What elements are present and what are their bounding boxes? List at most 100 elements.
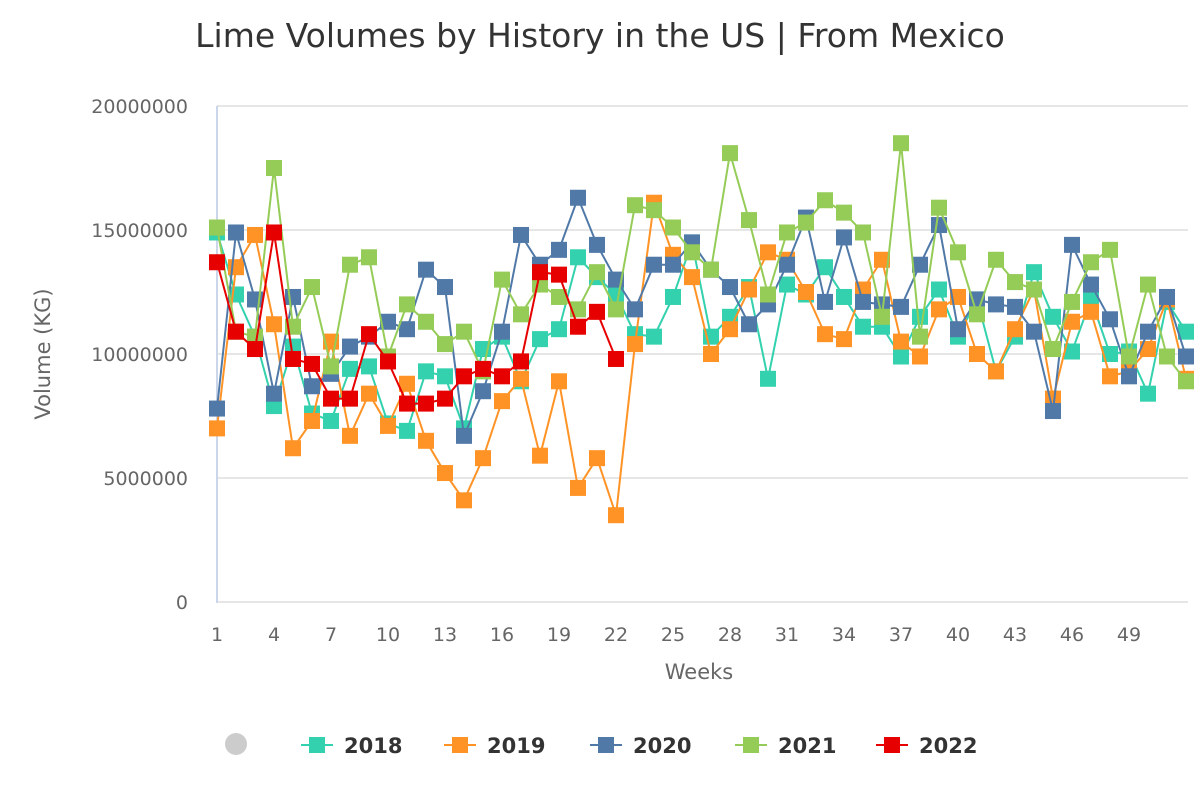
data-point[interactable] [361, 358, 377, 375]
data-point[interactable] [418, 261, 434, 278]
data-point[interactable] [741, 212, 757, 229]
data-point[interactable] [532, 331, 548, 348]
data-point[interactable] [266, 224, 282, 241]
data-point[interactable] [1140, 341, 1156, 358]
data-point[interactable] [779, 276, 795, 293]
data-point[interactable] [475, 450, 491, 467]
data-point[interactable] [779, 224, 795, 241]
data-point[interactable] [741, 281, 757, 298]
data-point[interactable] [969, 306, 985, 323]
data-point[interactable] [342, 256, 358, 273]
data-point[interactable] [874, 308, 890, 325]
data-point[interactable] [817, 192, 833, 209]
data-point[interactable] [912, 348, 928, 365]
data-point[interactable] [399, 321, 415, 338]
data-point[interactable] [931, 199, 947, 216]
data-point[interactable] [475, 383, 491, 400]
data-point[interactable] [437, 368, 453, 385]
data-point[interactable] [399, 375, 415, 392]
data-point[interactable] [1064, 236, 1080, 253]
data-point[interactable] [532, 264, 548, 281]
data-point[interactable] [1026, 264, 1042, 281]
data-point[interactable] [266, 385, 282, 402]
data-point[interactable] [1045, 341, 1061, 358]
data-point[interactable] [1026, 281, 1042, 298]
data-point[interactable] [855, 293, 871, 310]
data-point[interactable] [209, 420, 225, 437]
legend-item-2018[interactable]: 2018 [301, 734, 402, 758]
data-point[interactable] [608, 507, 624, 524]
data-point[interactable] [285, 338, 301, 355]
data-point[interactable] [1102, 368, 1118, 385]
data-point[interactable] [228, 259, 244, 276]
data-point[interactable] [950, 321, 966, 338]
data-point[interactable] [1140, 323, 1156, 340]
data-point[interactable] [931, 281, 947, 298]
data-point[interactable] [380, 313, 396, 330]
data-point[interactable] [1178, 323, 1194, 340]
data-point[interactable] [342, 390, 358, 407]
data-point[interactable] [1140, 385, 1156, 402]
data-point[interactable] [456, 368, 472, 385]
data-point[interactable] [494, 393, 510, 410]
legend-toggle-icon[interactable] [225, 733, 247, 755]
data-point[interactable] [608, 350, 624, 367]
data-point[interactable] [437, 336, 453, 353]
data-point[interactable] [437, 465, 453, 482]
data-point[interactable] [494, 368, 510, 385]
data-point[interactable] [760, 244, 776, 261]
data-point[interactable] [760, 286, 776, 303]
data-point[interactable] [627, 336, 643, 353]
data-point[interactable] [836, 229, 852, 246]
data-point[interactable] [912, 328, 928, 345]
data-point[interactable] [665, 256, 681, 273]
data-point[interactable] [893, 348, 909, 365]
data-point[interactable] [475, 360, 491, 377]
data-point[interactable] [817, 293, 833, 310]
legend-item-2020[interactable]: 2020 [590, 734, 691, 758]
data-point[interactable] [1007, 321, 1023, 338]
data-point[interactable] [380, 417, 396, 434]
data-point[interactable] [551, 321, 567, 338]
data-point[interactable] [703, 261, 719, 278]
data-point[interactable] [304, 355, 320, 372]
data-point[interactable] [646, 256, 662, 273]
data-point[interactable] [1064, 343, 1080, 360]
data-point[interactable] [418, 395, 434, 412]
data-point[interactable] [1083, 303, 1099, 320]
data-point[interactable] [399, 395, 415, 412]
data-point[interactable] [551, 288, 567, 305]
data-point[interactable] [551, 241, 567, 258]
data-point[interactable] [456, 323, 472, 340]
data-point[interactable] [855, 224, 871, 241]
data-point[interactable] [722, 145, 738, 162]
data-point[interactable] [1102, 346, 1118, 362]
data-point[interactable] [323, 358, 339, 375]
data-point[interactable] [665, 288, 681, 305]
data-point[interactable] [1178, 373, 1194, 390]
data-point[interactable] [551, 373, 567, 390]
data-point[interactable] [1083, 276, 1099, 293]
data-point[interactable] [931, 301, 947, 318]
legend-item-2019[interactable]: 2019 [444, 734, 545, 758]
data-point[interactable] [646, 328, 662, 345]
data-point[interactable] [1159, 288, 1175, 305]
data-point[interactable] [893, 135, 909, 152]
data-point[interactable] [570, 318, 586, 335]
data-point[interactable] [627, 197, 643, 214]
legend-item-2021[interactable]: 2021 [735, 734, 836, 758]
data-point[interactable] [817, 259, 833, 276]
data-point[interactable] [1045, 308, 1061, 325]
data-point[interactable] [722, 279, 738, 296]
data-point[interactable] [513, 353, 529, 370]
data-point[interactable] [703, 346, 719, 362]
data-point[interactable] [988, 251, 1004, 268]
data-point[interactable] [494, 323, 510, 340]
data-point[interactable] [399, 296, 415, 313]
data-point[interactable] [228, 323, 244, 340]
data-point[interactable] [893, 298, 909, 315]
data-point[interactable] [304, 279, 320, 296]
data-point[interactable] [608, 301, 624, 318]
data-point[interactable] [361, 249, 377, 266]
data-point[interactable] [1159, 348, 1175, 365]
